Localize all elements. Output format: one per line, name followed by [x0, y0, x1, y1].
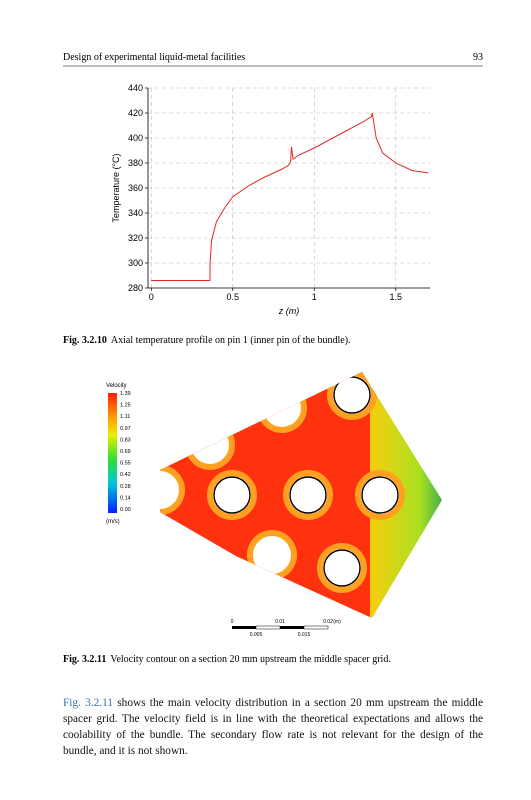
caption-text: Velocity contour on a section 20 mm upst… — [110, 654, 390, 665]
x-tick-label: 0.5 — [227, 292, 240, 302]
page-graphics: Design of experimental liquid-metal faci… — [63, 52, 483, 665]
scale-label: 0.005 — [250, 632, 263, 638]
legend-label: 1.11 — [120, 414, 130, 420]
y-axis-label: Temperature (°C) — [111, 153, 121, 222]
y-tick-label: 340 — [128, 208, 143, 218]
scale-label: 0.02 — [323, 619, 333, 625]
legend-labels: 1.39 1.25 1.11 0.97 0.83 0.69 0.55 0.42 0.28 0.14… — [120, 391, 131, 513]
legend-label: 0.55 — [120, 461, 131, 467]
figure-link[interactable]: Fig. 3.2.11 — [63, 697, 113, 709]
scale-label: 0.01 — [275, 619, 285, 625]
x-tick-label: 0 — [149, 292, 154, 302]
legend-label: 0.42 — [120, 472, 131, 478]
chart: 280 300 320 340 360 380 400 420 440 0 0.5 1 1.5 z (m)… — [111, 83, 430, 316]
y-tick-label: 400 — [128, 133, 143, 143]
contour-field — [160, 372, 442, 618]
y-tick-label: 360 — [128, 183, 143, 193]
y-tick-label: 380 — [128, 158, 143, 168]
page-number: 93 — [473, 52, 483, 63]
legend-title: Velocity — [106, 383, 127, 389]
legend-label: 1.25 — [120, 403, 131, 409]
legend-label: 0.83 — [120, 437, 131, 443]
caption-text: Axial temperature profile on pin 1 (inne… — [111, 335, 351, 346]
legend-label: 0.00 — [120, 507, 131, 513]
y-tick-label: 320 — [128, 233, 143, 243]
x-tick-label: 1 — [312, 292, 317, 302]
legend-label: 0.28 — [120, 484, 131, 490]
contour-figure: Velocity 1.39 1.25 1.11 0.97 0.83 0.69 0.55 0.4… — [106, 372, 442, 638]
legend-label: 1.39 — [120, 391, 131, 397]
paragraph-text: shows the main velocity distribution in … — [63, 697, 483, 757]
scale-label: 0.015 — [298, 632, 311, 638]
caption-label: Fig. 3.2.11 — [63, 654, 106, 665]
color-bar — [108, 393, 117, 513]
scale-label: (m) — [333, 619, 341, 625]
caption: Fig. 3.2.11 Velocity contour on a section… — [63, 654, 391, 665]
running-header: Design of experimental liquid-metal faci… — [63, 52, 245, 63]
legend-unit: (m/s) — [106, 519, 120, 525]
legend-label: 0.97 — [120, 426, 131, 432]
y-tick-label: 280 — [128, 283, 143, 293]
legend-label: 0.69 — [120, 449, 131, 455]
y-tick-label: 440 — [128, 83, 143, 93]
scale-bar — [232, 625, 329, 630]
legend-label: 0.14 — [120, 495, 131, 501]
x-axis-label: z (m) — [278, 306, 300, 316]
y-tick-label: 420 — [128, 108, 143, 118]
line-series — [151, 112, 429, 281]
scale-label: 0 — [231, 619, 234, 625]
body-paragraph: Fig. 3.2.11 shows the main velocity dist… — [63, 695, 483, 759]
x-tick-label: 1.5 — [390, 292, 403, 302]
caption-label: Fig. 3.2.10 — [63, 335, 107, 346]
caption: Fig. 3.2.10 Axial temperature profile on … — [63, 335, 351, 346]
scale-labels: 0 0.01 0.02 (m) 0.005 0.015 — [231, 619, 341, 638]
y-tick-label: 300 — [128, 258, 143, 268]
